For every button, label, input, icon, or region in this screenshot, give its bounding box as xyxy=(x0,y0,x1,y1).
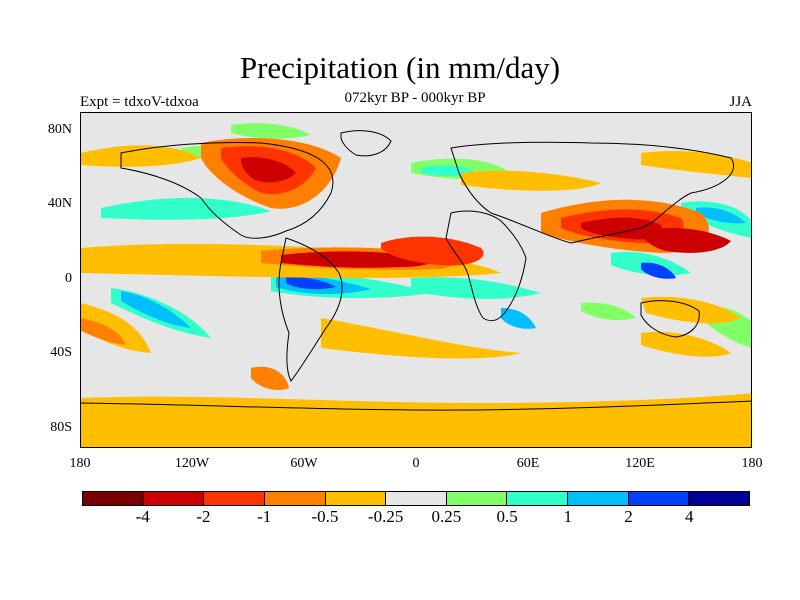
colorbar-segment xyxy=(204,492,265,505)
lat-label-80s: 80S xyxy=(50,420,72,435)
colorbar-segment xyxy=(325,492,387,505)
colorbar-label: 1 xyxy=(563,507,573,526)
colorbar-segment xyxy=(264,492,326,505)
lon-label-0: 0 xyxy=(412,456,420,471)
colorbar-segment xyxy=(568,492,629,505)
lon-label-60e: 60E xyxy=(516,456,540,471)
colorbar-segment xyxy=(83,492,144,505)
colorbar-label: -4 xyxy=(135,507,150,526)
colorbar-label: -2 xyxy=(196,507,211,526)
lon-label-120e: 120E xyxy=(625,456,655,471)
colorbar-segment xyxy=(689,492,750,505)
precipitation-map xyxy=(80,112,752,448)
lon-label-180e: 180 xyxy=(741,456,763,471)
lon-label-60w: 60W xyxy=(290,456,318,471)
lon-label-120w: 120W xyxy=(174,456,210,471)
colorbar-label: 0.5 xyxy=(496,507,518,526)
colorbar-segment xyxy=(386,492,447,505)
coastlines xyxy=(81,130,751,411)
colorbar-label: 4 xyxy=(685,507,694,526)
colorbar xyxy=(82,491,750,506)
lat-label-80n: 80N xyxy=(47,122,72,137)
negative-anomaly-shading xyxy=(81,138,751,447)
lat-label-eq: 0 xyxy=(65,271,72,286)
colorbar-segment xyxy=(628,492,690,505)
map-canvas xyxy=(81,123,751,447)
plot-subtitle: 072kyr BP - 000kyr BP xyxy=(344,90,486,106)
plot-title: Precipitation (in mm/day) xyxy=(239,50,561,85)
colorbar-segment xyxy=(143,492,205,505)
colorbar-segment xyxy=(446,492,508,505)
colorbar-label: -0.5 xyxy=(311,507,339,526)
colorbar-label: 0.25 xyxy=(431,507,462,526)
experiment-label: Expt = tdxoV-tdxoa xyxy=(80,94,199,110)
colorbar-label: -0.25 xyxy=(367,507,404,526)
colorbar-segment xyxy=(507,492,569,505)
season-label: JJA xyxy=(729,94,752,110)
colorbar-label: 2 xyxy=(624,507,633,526)
lat-label-40n: 40N xyxy=(47,196,72,211)
lat-label-40s: 40S xyxy=(50,345,72,360)
colorbar-label: -1 xyxy=(257,507,272,526)
lon-label-180w: 180 xyxy=(69,456,91,471)
